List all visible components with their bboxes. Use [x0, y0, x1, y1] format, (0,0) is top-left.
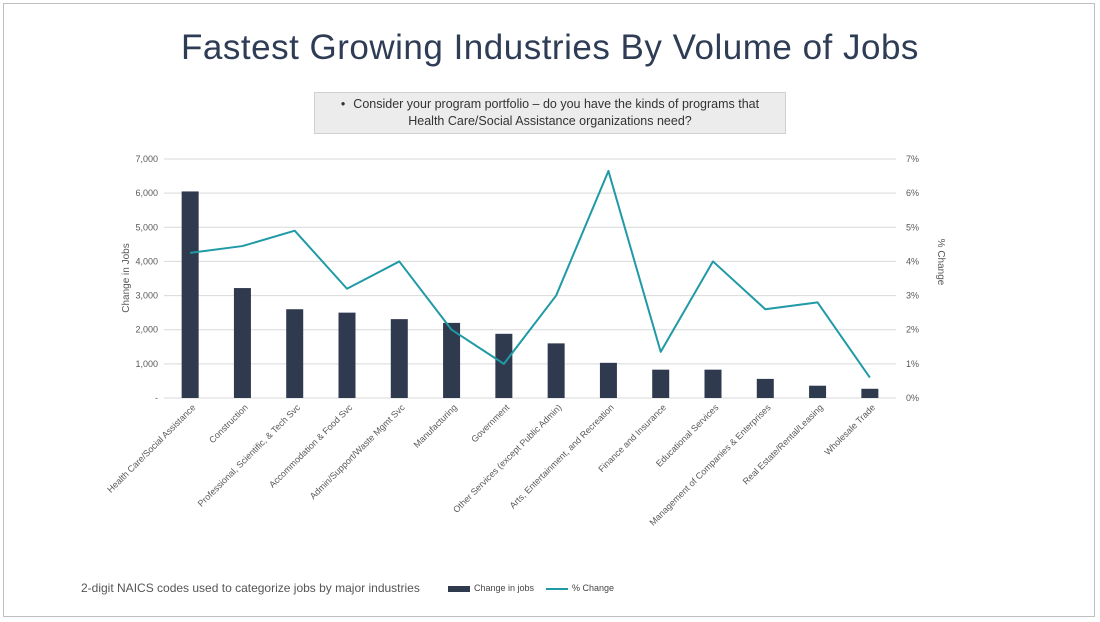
y2-tick-label: 7% — [906, 154, 919, 164]
bar — [495, 333, 513, 398]
y-axis-title: Change in Jobs — [121, 243, 132, 313]
bar — [756, 378, 774, 398]
bar — [390, 319, 408, 398]
x-tick-label: Health Care/Social Assistance — [105, 402, 197, 494]
bar — [286, 309, 304, 398]
y-tick-label: 2,000 — [135, 325, 158, 335]
bar — [181, 191, 199, 398]
y-tick-label: 7,000 — [135, 154, 158, 164]
legend-line-label: % Change — [572, 583, 615, 593]
legend-bar-swatch — [448, 586, 470, 592]
bar — [809, 385, 827, 398]
line-series — [190, 169, 871, 379]
y2-tick-label: 4% — [906, 256, 919, 266]
callout-bullet: • — [340, 97, 346, 111]
bar — [704, 369, 722, 398]
bar — [547, 343, 565, 398]
y-tick-label: 3,000 — [135, 291, 158, 301]
slide-title: Fastest Growing Industries By Volume of … — [181, 28, 919, 67]
y-tick-label: 5,000 — [135, 222, 158, 232]
x-tick-label: Government — [469, 402, 511, 444]
x-tick-label: Accommodation & Food Svc — [267, 402, 355, 490]
y-tick-label: 4,000 — [135, 256, 158, 266]
y-tick-label: - — [155, 393, 158, 403]
callout-line-1: Consider your program portfolio – do you… — [353, 97, 760, 111]
x-tick-label: Admin/Support/Waste Mgmt Svc — [308, 402, 407, 501]
x-tick-label: Arts, Entertainment, and Recreation — [508, 402, 616, 510]
x-tick-label: Manufacturing — [412, 402, 459, 449]
y2-tick-label: 2% — [906, 325, 919, 335]
y2-tick-label: 3% — [906, 291, 919, 301]
x-tick-label: Construction — [207, 402, 250, 445]
bar — [599, 362, 617, 398]
callout-box: • Consider your program portfolio – do yo… — [314, 92, 786, 134]
y2-tick-label: 5% — [906, 222, 919, 232]
bar-series — [181, 191, 879, 398]
y2-tick-label: 6% — [906, 188, 919, 198]
y-tick-label: 1,000 — [135, 359, 158, 369]
legend-line-swatch — [546, 588, 568, 590]
x-tick-label: Professional, Scientific, & Tech Svc — [196, 402, 303, 509]
bar — [861, 388, 879, 398]
pct-change-line — [190, 169, 871, 379]
y2-tick-label: 0% — [906, 393, 919, 403]
legend-bar-label: Change in jobs — [474, 583, 535, 593]
y2-axis-title: % Change — [935, 239, 946, 286]
footnote: 2-digit NAICS codes used to categorize j… — [81, 581, 420, 595]
bar — [338, 312, 356, 398]
bar — [233, 288, 251, 398]
gridlines — [164, 158, 896, 399]
callout-line-2: Health Care/Social Assistance organizati… — [408, 114, 692, 128]
x-tick-label: Other Services (except Public Admin) — [451, 402, 563, 514]
x-tick-label: Wholesale Trade — [822, 402, 877, 457]
bar — [443, 322, 461, 398]
bar — [652, 369, 670, 398]
y2-tick-label: 1% — [906, 359, 919, 369]
y-tick-label: 6,000 — [135, 188, 158, 198]
